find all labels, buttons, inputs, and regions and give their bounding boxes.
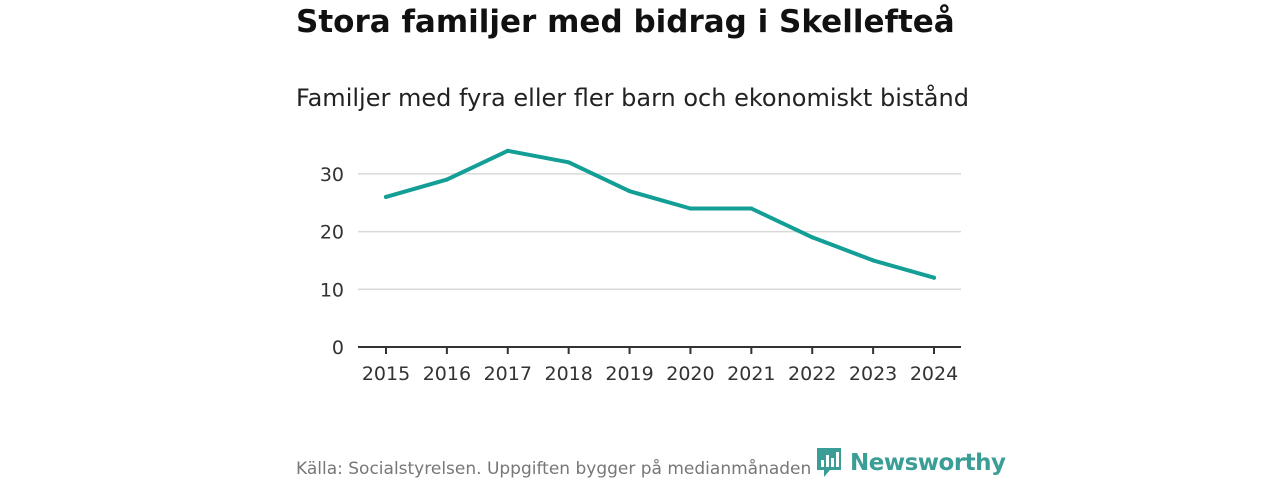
x-tick-label: 2023	[849, 363, 897, 385]
brand-logo: Newsworthy	[815, 446, 1008, 480]
data-point	[932, 275, 936, 280]
y-axis-ticks: 0 10 20 30	[320, 164, 344, 359]
x-tick-label: 2019	[605, 363, 653, 385]
grid-lines	[358, 173, 961, 291]
source-note: Källa: Socialstyrelsen. Uppgiften bygger…	[296, 459, 911, 479]
chart-title: Stora familjer med bidrag i Skellefteå	[296, 4, 955, 40]
data-point	[566, 160, 571, 165]
y-tick-label: 10	[320, 279, 344, 301]
data-point	[505, 148, 510, 153]
x-tick-label: 2018	[544, 363, 592, 385]
data-point	[384, 194, 388, 199]
data-point	[749, 206, 754, 211]
line-chart: 0 10 20 30 2015 2016 2017 2018 2019 2020 2021 2022…	[320, 148, 961, 385]
x-tick-label: 2015	[362, 363, 410, 385]
data-point	[810, 235, 815, 240]
y-tick-label: 0	[332, 337, 344, 359]
y-tick-label: 30	[320, 164, 344, 186]
series-line	[384, 148, 936, 280]
x-tick-label: 2017	[484, 363, 532, 385]
x-tick-label: 2016	[423, 363, 471, 385]
y-tick-label: 20	[320, 222, 344, 244]
data-point	[871, 258, 876, 263]
newsworthy-logo-icon	[817, 448, 841, 477]
data-point	[688, 206, 693, 211]
x-axis-ticks: 2015 2016 2017 2018 2019 2020 2021 2022 2023 2024	[362, 347, 958, 385]
x-tick-label: 2022	[788, 363, 836, 385]
data-point	[627, 189, 632, 194]
series-group	[384, 148, 936, 280]
chart-subtitle: Familjer med fyra eller fler barn och ek…	[296, 84, 969, 112]
brand-name: Newsworthy	[850, 450, 1006, 476]
data-point	[444, 177, 449, 182]
x-tick-label: 2020	[666, 363, 714, 385]
x-tick-label: 2021	[727, 363, 775, 385]
x-tick-label: 2024	[910, 363, 958, 385]
